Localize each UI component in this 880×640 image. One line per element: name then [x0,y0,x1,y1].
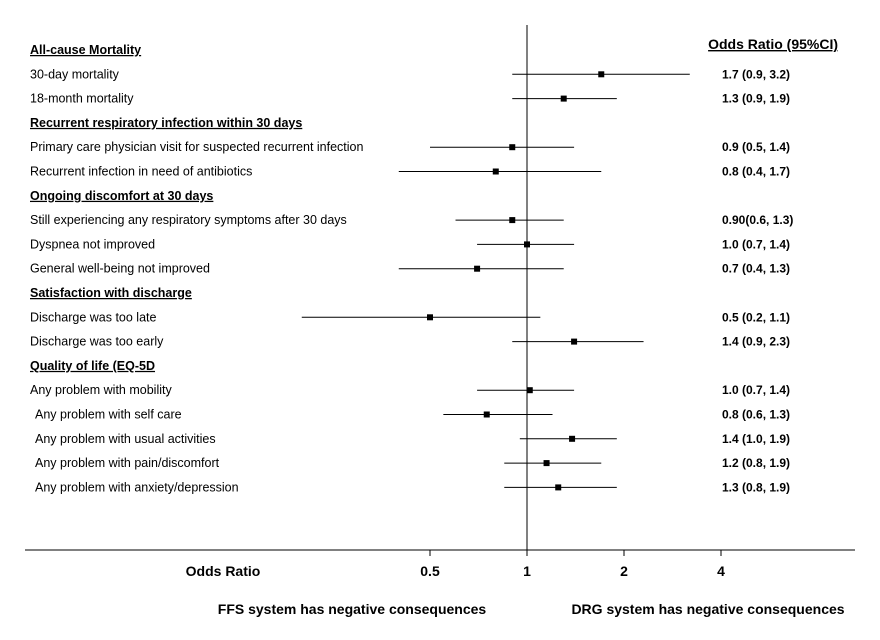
or-point [571,338,578,345]
row-label: Dyspnea not improved [30,237,155,251]
row-label: Recurrent infection in need of antibioti… [30,165,252,179]
x-ticks: 0.5 1 2 4 [420,550,725,579]
footer-right-label: DRG system has negative consequences [571,601,844,617]
or-ci-header: Odds Ratio (95%CI) [708,36,838,52]
row-label: General well-being not improved [30,262,210,276]
x-tick-label: 0.5 [420,563,440,579]
or-ci-value: 0.5 (0.2, 1.1) [722,310,790,324]
or-ci-value: 1.3 (0.9, 1.9) [722,92,790,106]
or-point [492,168,499,175]
or-ci-value: 1.3 (0.8, 1.9) [722,480,790,494]
row-label: Discharge was too late [30,310,157,324]
rows-layer: All-cause Mortality 30-day mortality 1.7 (… [30,43,793,494]
footer-left-label: FFS system has negative consequences [218,601,487,617]
row-label: Any problem with anxiety/depression [35,480,239,494]
row-label: 30-day mortality [30,67,120,81]
or-point [509,217,516,224]
section-heading: Satisfaction with discharge [30,286,192,300]
row-label: Any problem with pain/discomfort [35,456,220,470]
row-label: Any problem with self care [35,408,182,422]
row-label: Primary care physician visit for suspect… [30,140,364,154]
section-heading: Quality of life (EQ-5D [30,359,155,373]
x-tick-label: 1 [523,563,531,579]
or-point [543,460,550,467]
row-label: Any problem with mobility [30,383,172,397]
row-label: Discharge was too early [30,335,164,349]
or-point [509,144,516,151]
or-point [555,484,562,491]
or-ci-value: 0.8 (0.4, 1.7) [722,165,790,179]
or-point [569,435,576,442]
or-ci-value: 0.7 (0.4, 1.3) [722,262,790,276]
section-heading: Ongoing discomfort at 30 days [30,189,213,203]
or-point [560,95,567,102]
or-ci-value: 1.4 (0.9, 2.3) [722,335,790,349]
or-ci-value: 1.4 (1.0, 1.9) [722,432,790,446]
or-ci-value: 1.7 (0.9, 3.2) [722,67,790,81]
section-heading: Recurrent respiratory infection within 3… [30,116,302,130]
or-ci-value: 0.90(0.6, 1.3) [722,213,793,227]
row-label: Any problem with usual activities [35,432,216,446]
or-point [526,387,533,394]
or-ci-value: 0.8 (0.6, 1.3) [722,408,790,422]
or-ci-value: 0.9 (0.5, 1.4) [722,140,790,154]
row-label: 18-month mortality [30,92,134,106]
x-tick-label: 4 [717,563,725,579]
section-heading: All-cause Mortality [30,43,141,57]
row-label: Still experiencing any respiratory sympt… [30,213,347,227]
or-ci-value: 1.0 (0.7, 1.4) [722,237,790,251]
or-point [598,71,605,78]
x-axis-title: Odds Ratio [186,563,261,579]
or-ci-value: 1.0 (0.7, 1.4) [722,383,790,397]
or-point [427,314,433,321]
or-point [483,411,490,418]
x-tick-label: 2 [620,563,628,579]
or-point [474,265,481,272]
or-ci-value: 1.2 (0.8, 1.9) [722,456,790,470]
